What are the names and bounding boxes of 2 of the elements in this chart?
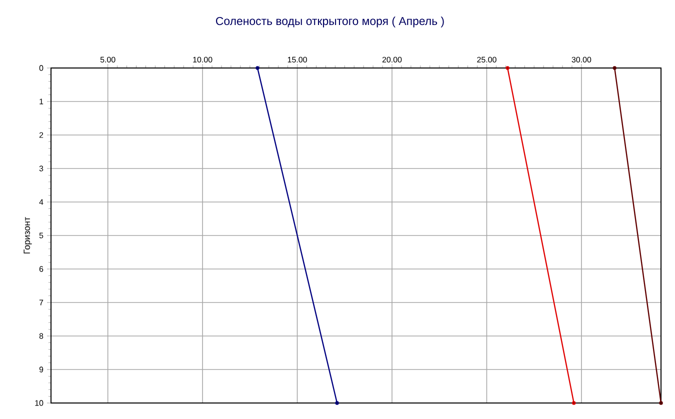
chart-title: Соленость воды открытого моря ( Апрель ) xyxy=(216,16,444,28)
y-axis-title: Горизонт xyxy=(24,217,32,254)
